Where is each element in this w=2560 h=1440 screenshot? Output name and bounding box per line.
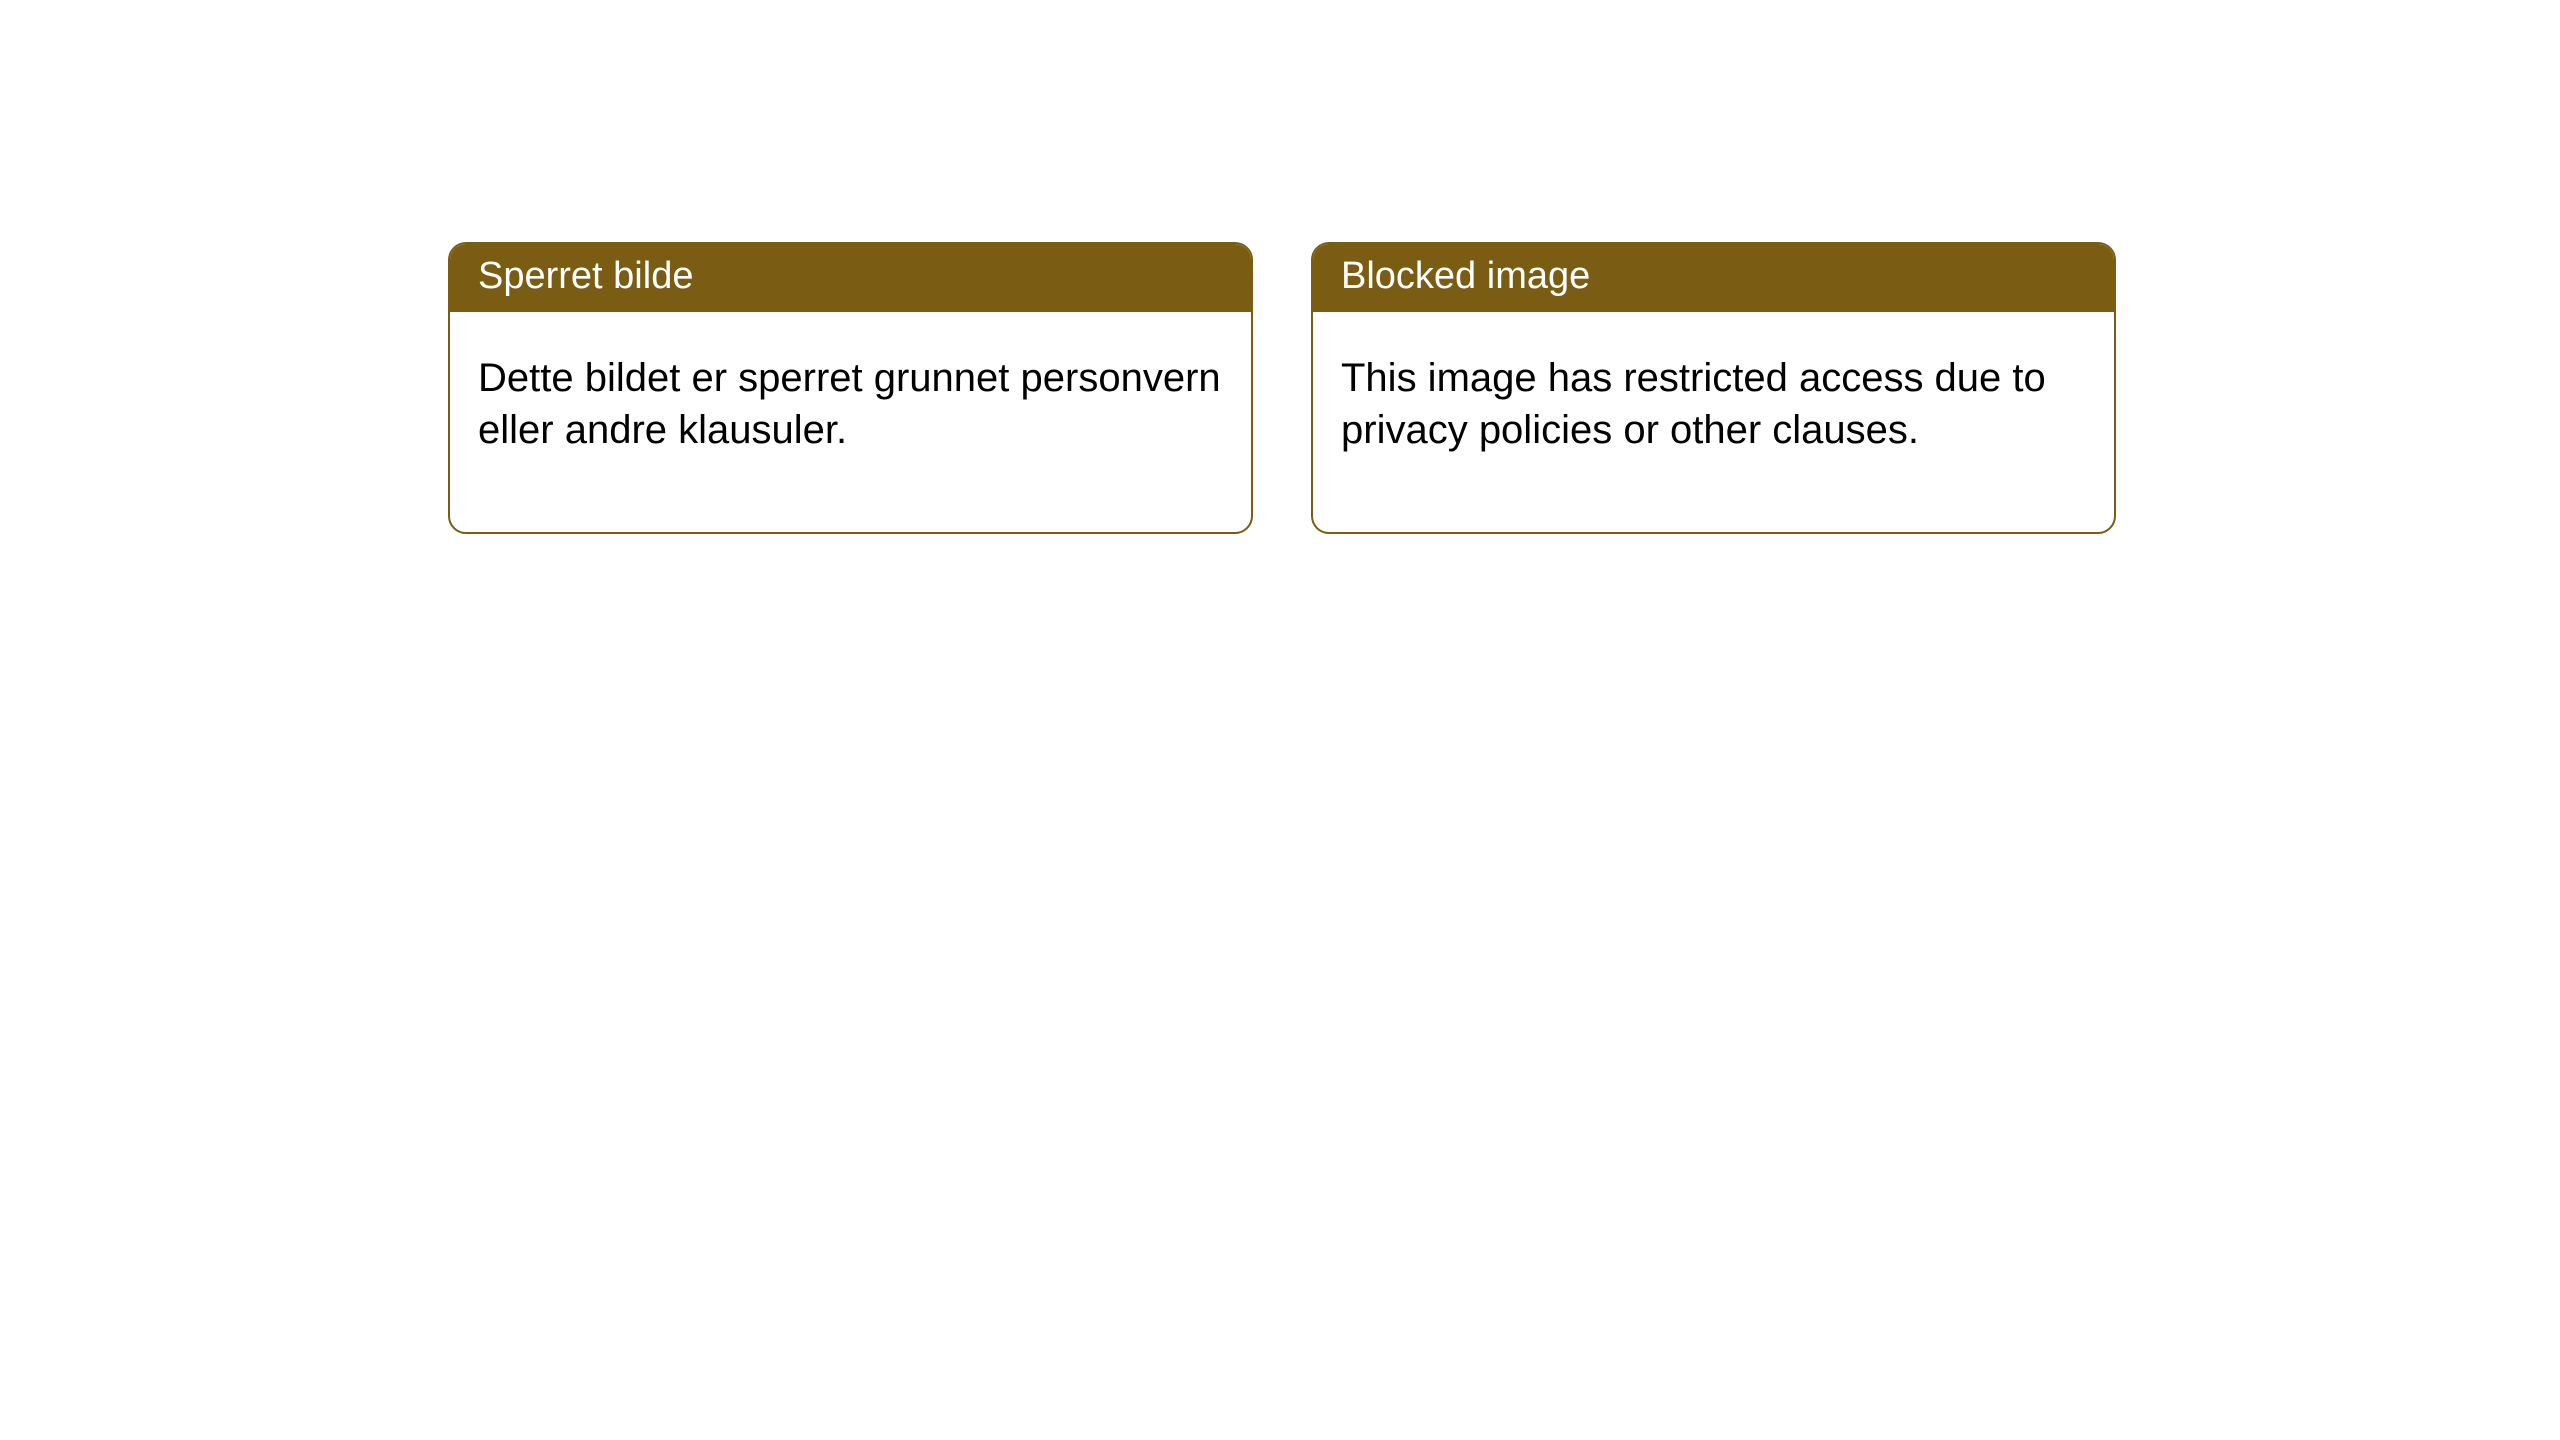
notice-body: This image has restricted access due to … xyxy=(1313,312,2114,533)
notice-card-norwegian: Sperret bilde Dette bildet er sperret gr… xyxy=(448,242,1253,534)
notice-body: Dette bildet er sperret grunnet personve… xyxy=(450,312,1251,533)
notice-title: Blocked image xyxy=(1313,244,2114,312)
notice-title: Sperret bilde xyxy=(450,244,1251,312)
notice-container: Sperret bilde Dette bildet er sperret gr… xyxy=(0,0,2560,534)
notice-card-english: Blocked image This image has restricted … xyxy=(1311,242,2116,534)
